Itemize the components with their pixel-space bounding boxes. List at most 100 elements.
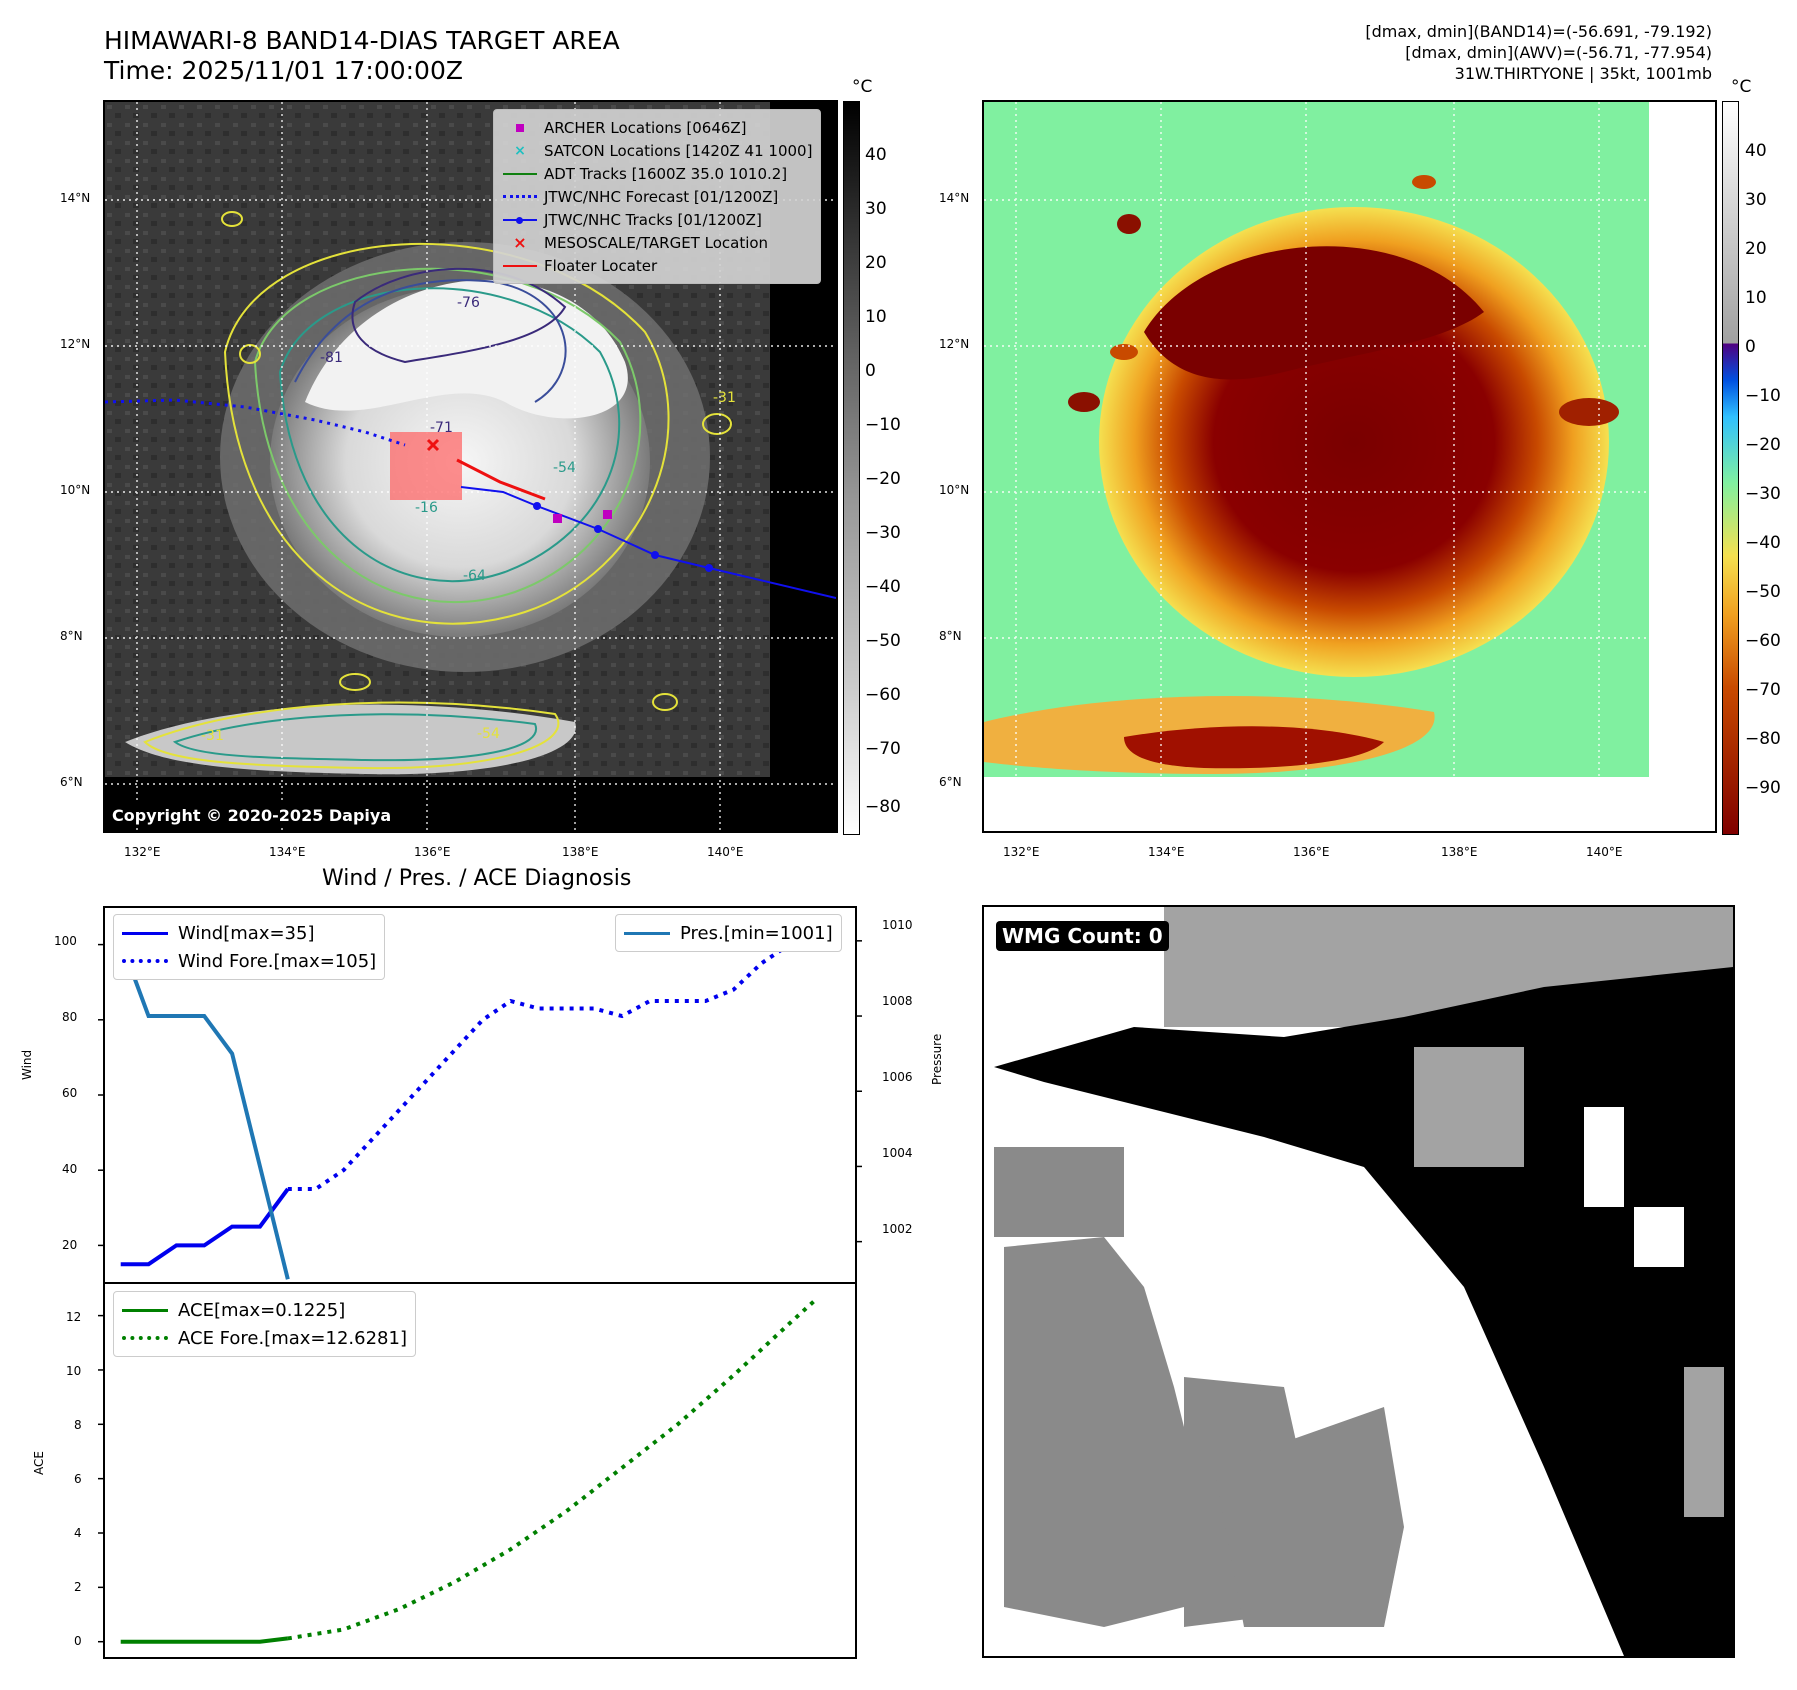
pressure-tick: 1008	[882, 994, 913, 1008]
dotted-line-icon	[503, 195, 537, 198]
colorbar-tick: 40	[865, 145, 887, 165]
forecast-track-line	[105, 398, 406, 447]
legend-label: JTWC/NHC Forecast [01/1200Z]	[544, 187, 779, 206]
pressure-tick: 1002	[882, 1222, 913, 1236]
legend-row: ACE Fore.[max=12.6281]	[122, 1324, 407, 1352]
colorbar-tick: 30	[1745, 190, 1767, 210]
legend-row: Pres.[min=1001]	[624, 919, 833, 947]
line-icon	[122, 931, 168, 935]
colorbar-tick: 40	[1745, 141, 1767, 161]
legend-label: Pres.[min=1001]	[680, 922, 833, 944]
wind-legend: Wind[max=35] Wind Fore.[max=105]	[113, 914, 386, 980]
contour-label: -54	[553, 460, 576, 476]
track-point	[533, 502, 541, 510]
diagnosis-chart	[98, 906, 862, 1659]
lat-tick: 10°N	[939, 483, 970, 497]
lat-tick: 8°N	[60, 629, 83, 643]
colorbar-unit: °C	[852, 77, 873, 97]
legend-label: ACE Fore.[max=12.6281]	[178, 1327, 407, 1349]
ir-map-panel: -76 -81 -71 -54 -64 -16 -31 -31 -54	[103, 100, 838, 833]
colorbar-tick: 0	[865, 361, 876, 381]
contour-label: -81	[320, 350, 343, 366]
legend-row: JTWC/NHC Tracks [01/1200Z]	[502, 208, 812, 231]
lon-tick: 132°E	[1003, 845, 1040, 859]
lat-tick: 10°N	[60, 483, 91, 497]
ace-tick: 12	[66, 1310, 82, 1324]
lon-tick: 140°E	[707, 845, 744, 859]
legend-label: SATCON Locations [1420Z 41 1000]	[544, 141, 813, 160]
series-line	[120, 1636, 289, 1644]
colorbar-tick: −60	[865, 685, 901, 705]
enhanced-map-panel	[982, 100, 1717, 833]
contour-label: -31	[201, 728, 224, 744]
contour-label: -54	[477, 726, 500, 742]
grayscale-colorbar	[843, 101, 860, 835]
target-x-marker	[426, 438, 440, 452]
wind-tick: 20	[62, 1238, 78, 1252]
copyright-label: Copyright © 2020-2025 Dapiya	[108, 804, 396, 827]
legend-label: JTWC/NHC Tracks [01/1200Z]	[544, 210, 762, 229]
ace-tick: 4	[74, 1526, 82, 1540]
diagnosis-title: Wind / Pres. / ACE Diagnosis	[322, 866, 632, 891]
mesoscale-target-box	[390, 432, 462, 500]
legend-label: MESOSCALE/TARGET Location	[544, 233, 769, 252]
ace-tick: 2	[74, 1580, 82, 1594]
colorbar-tick: −30	[865, 523, 901, 543]
lon-tick: 138°E	[562, 845, 599, 859]
colorbar-tick: 0	[1745, 337, 1756, 357]
pressure-tick: 1004	[882, 1146, 913, 1160]
contour-label: -31	[713, 390, 736, 406]
legend-row: Wind Fore.[max=105]	[122, 947, 376, 975]
forecast-series-line	[287, 1297, 819, 1641]
square-icon	[516, 123, 524, 132]
track-point	[651, 551, 659, 559]
archer-marker	[553, 514, 562, 523]
colorbar-tick: −40	[1745, 533, 1781, 553]
floater-locater-line	[456, 458, 546, 501]
colorbar-tick: −90	[1745, 778, 1781, 798]
contour-label: -16	[415, 500, 438, 516]
line-icon	[503, 264, 537, 267]
enhanced-map-image	[984, 102, 1649, 777]
lon-tick: 132°E	[124, 845, 161, 859]
archer-marker	[603, 510, 612, 519]
series-line	[120, 1187, 290, 1267]
lon-tick: 140°E	[1586, 845, 1623, 859]
legend-label: ADT Tracks [1600Z 35.0 1010.2]	[544, 164, 788, 183]
lat-tick: 14°N	[60, 191, 91, 205]
colorbar-tick: −10	[1745, 386, 1781, 406]
series-line	[118, 940, 290, 1280]
track-point	[594, 525, 602, 533]
wmg-count-badge: WMG Count: 0	[996, 921, 1169, 951]
lat-tick: 14°N	[939, 191, 970, 205]
contour-label: -76	[457, 295, 480, 311]
colorbar-unit: °C	[1731, 77, 1752, 97]
colorbar-tick: −20	[865, 469, 901, 489]
lon-tick: 136°E	[414, 845, 451, 859]
legend-row: × MESOSCALE/TARGET Location	[502, 231, 812, 254]
colorbar-tick: −70	[1745, 680, 1781, 700]
line-icon	[624, 931, 670, 935]
x-icon: ×	[514, 142, 526, 159]
legend-label: Wind Fore.[max=105]	[178, 950, 377, 972]
pressure-tick: 1006	[882, 1070, 913, 1084]
colorbar-tick: −70	[865, 739, 901, 759]
colorbar-tick: 20	[1745, 239, 1767, 259]
lon-tick: 136°E	[1293, 845, 1330, 859]
dmax-band14-text: [dmax, dmin](BAND14)=(-56.691, -79.192)	[1365, 22, 1712, 41]
colorbar-tick: 20	[865, 253, 887, 273]
lat-tick: 6°N	[60, 775, 83, 789]
colorbar-tick: −80	[865, 797, 901, 817]
ace-tick: 6	[74, 1472, 82, 1486]
forecast-series-line	[287, 942, 818, 1191]
dot-icon	[516, 216, 523, 224]
colorbar-tick: −50	[1745, 582, 1781, 602]
line-icon	[122, 1308, 168, 1312]
storm-info-text: 31W.THIRTYONE | 35kt, 1001mb	[1454, 64, 1712, 83]
dotted-line-icon	[122, 959, 168, 963]
dotted-line-icon	[122, 1336, 168, 1340]
colorbar-tick: −80	[1745, 729, 1781, 749]
colorbar-tick: −30	[1745, 484, 1781, 504]
wmg-panel: WMG Count: 0	[982, 905, 1735, 1658]
legend-row: Wind[max=35]	[122, 919, 376, 947]
